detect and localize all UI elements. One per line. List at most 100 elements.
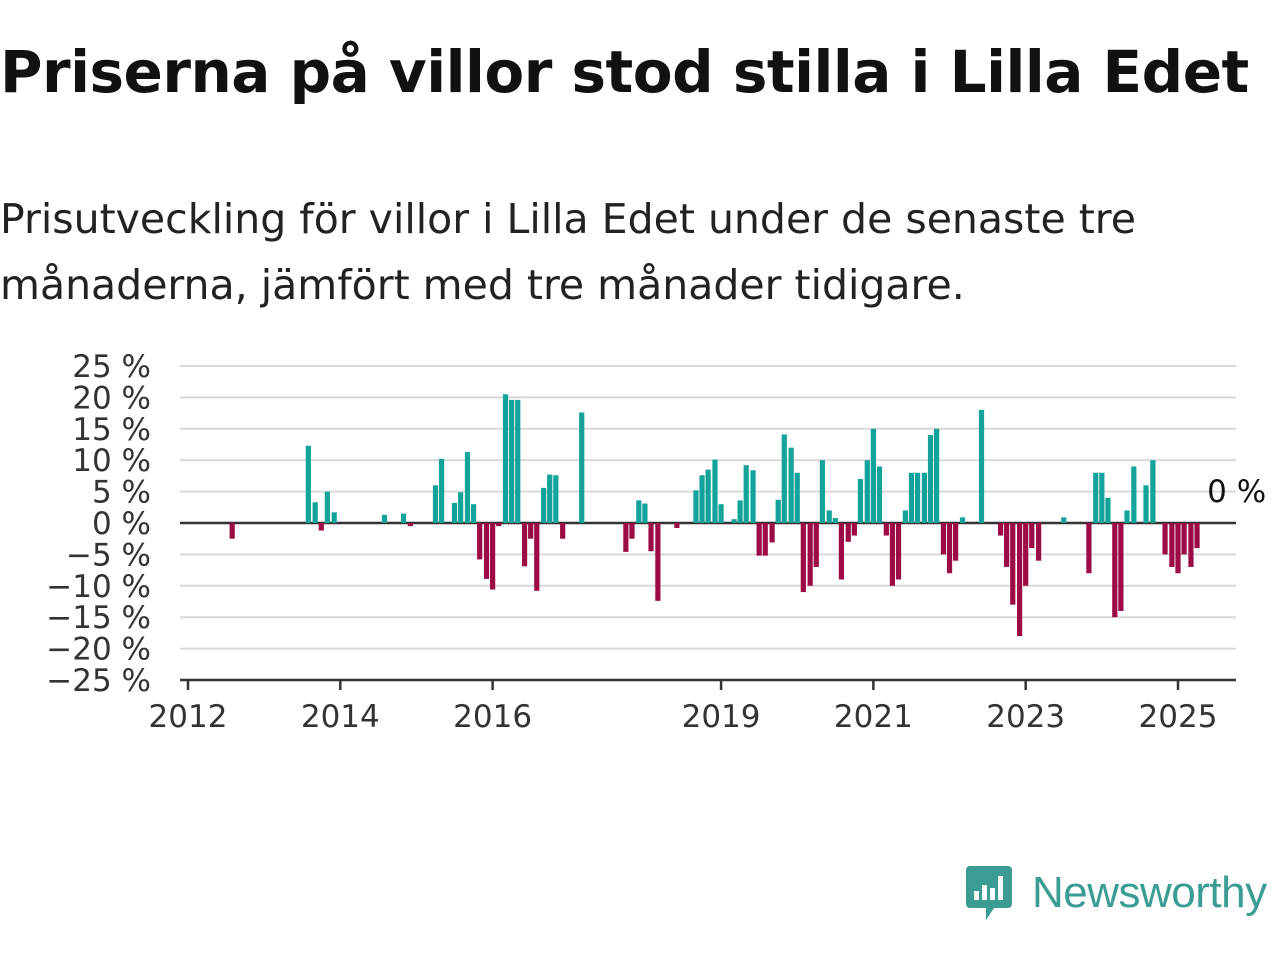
bar bbox=[1143, 485, 1149, 523]
bar bbox=[737, 500, 743, 523]
x-tick-label: 2019 bbox=[682, 699, 761, 735]
bar bbox=[851, 523, 857, 536]
bar bbox=[458, 492, 464, 523]
bar bbox=[674, 523, 680, 529]
bar bbox=[705, 469, 711, 523]
x-tick-label: 2016 bbox=[453, 699, 532, 735]
y-tick-label: −15 % bbox=[46, 600, 151, 636]
bar bbox=[788, 447, 794, 523]
brand-logo: Newsworthy bbox=[964, 864, 1267, 922]
bar bbox=[1017, 523, 1023, 637]
bar bbox=[1093, 472, 1099, 523]
bar bbox=[997, 523, 1004, 536]
bar bbox=[908, 472, 915, 523]
bar bbox=[819, 460, 825, 523]
bar bbox=[579, 412, 585, 523]
x-tick-label: 2014 bbox=[301, 699, 380, 735]
bar bbox=[743, 465, 749, 523]
bar bbox=[927, 435, 934, 523]
bar bbox=[1169, 523, 1175, 567]
bar bbox=[629, 523, 635, 539]
bar bbox=[331, 512, 337, 523]
bar bbox=[946, 523, 953, 574]
bar bbox=[902, 510, 908, 523]
x-tick-label: 2021 bbox=[834, 699, 913, 735]
bar bbox=[1105, 497, 1111, 523]
bar bbox=[940, 523, 947, 555]
bar bbox=[648, 523, 654, 552]
bar bbox=[547, 474, 553, 523]
bar bbox=[305, 445, 311, 523]
bar bbox=[699, 475, 705, 523]
x-tick-label: 2012 bbox=[149, 699, 228, 735]
bar bbox=[381, 514, 388, 523]
bar bbox=[1131, 466, 1137, 523]
bar bbox=[838, 523, 844, 580]
bar bbox=[502, 394, 509, 523]
bar bbox=[857, 479, 864, 523]
x-tick-label: 2023 bbox=[986, 699, 1065, 735]
bar bbox=[1099, 472, 1105, 523]
bar bbox=[826, 510, 832, 523]
bar bbox=[876, 466, 883, 523]
bar bbox=[731, 519, 737, 523]
y-tick-label: 0 % bbox=[92, 506, 151, 542]
bar bbox=[953, 523, 959, 561]
bar bbox=[553, 475, 559, 523]
bar bbox=[781, 434, 787, 523]
bar bbox=[515, 399, 521, 523]
bar bbox=[470, 504, 477, 523]
bar bbox=[407, 523, 413, 527]
bar bbox=[483, 523, 490, 579]
y-tick-label: −20 % bbox=[46, 632, 151, 668]
bar bbox=[712, 459, 718, 523]
bar bbox=[312, 502, 318, 523]
bar bbox=[490, 523, 496, 590]
chart-subtitle: Prisutveckling för villor i Lilla Edet u… bbox=[0, 195, 1136, 309]
bar bbox=[464, 452, 471, 523]
bar bbox=[959, 517, 966, 523]
bar bbox=[1029, 523, 1035, 549]
bar bbox=[883, 523, 889, 536]
bar bbox=[400, 513, 407, 523]
bar bbox=[1175, 523, 1181, 574]
bar bbox=[864, 460, 870, 523]
y-tick-label: −25 % bbox=[46, 663, 151, 699]
bar bbox=[1162, 523, 1168, 555]
bar bbox=[762, 523, 768, 556]
bar bbox=[1036, 523, 1042, 561]
x-axis: 2012 2014 2016 2019 2021 2023 2025 bbox=[149, 678, 1236, 735]
y-tick-label: 10 % bbox=[72, 443, 151, 479]
bar bbox=[318, 523, 324, 531]
bar bbox=[1150, 460, 1156, 523]
bar bbox=[560, 523, 566, 539]
bar bbox=[914, 472, 921, 523]
bar bbox=[889, 523, 896, 586]
bar bbox=[1124, 510, 1130, 523]
y-tick-label: 5 % bbox=[92, 475, 151, 511]
bar bbox=[636, 500, 642, 523]
bar bbox=[921, 472, 928, 523]
bar bbox=[813, 523, 819, 567]
y-axis: 25 %20 %15 %10 %5 %0 %−5 %−10 %−15 %−20 … bbox=[46, 349, 151, 699]
y-tick-label: 25 % bbox=[72, 349, 151, 385]
bar bbox=[769, 523, 775, 543]
bar bbox=[718, 504, 724, 523]
bar bbox=[1010, 523, 1016, 605]
bar bbox=[794, 472, 800, 523]
bar-chart: 25 %20 %15 %10 %5 %0 %−5 %−10 %−15 %−20 … bbox=[46, 349, 1266, 735]
bar bbox=[1194, 523, 1200, 549]
bar-series bbox=[229, 394, 1200, 637]
bar bbox=[642, 503, 648, 523]
brand-name: Newsworthy bbox=[1032, 868, 1267, 917]
bar bbox=[832, 517, 838, 523]
bar bbox=[522, 523, 528, 567]
chart-title: Priserna på villor stod stilla i Lilla E… bbox=[0, 38, 1249, 106]
bar-chart-speech-bubble-icon bbox=[966, 866, 1012, 920]
bar bbox=[800, 523, 806, 593]
bar bbox=[477, 523, 483, 560]
bar bbox=[432, 485, 439, 523]
bar bbox=[1004, 523, 1010, 567]
bar bbox=[1181, 523, 1187, 555]
bar bbox=[693, 490, 699, 523]
